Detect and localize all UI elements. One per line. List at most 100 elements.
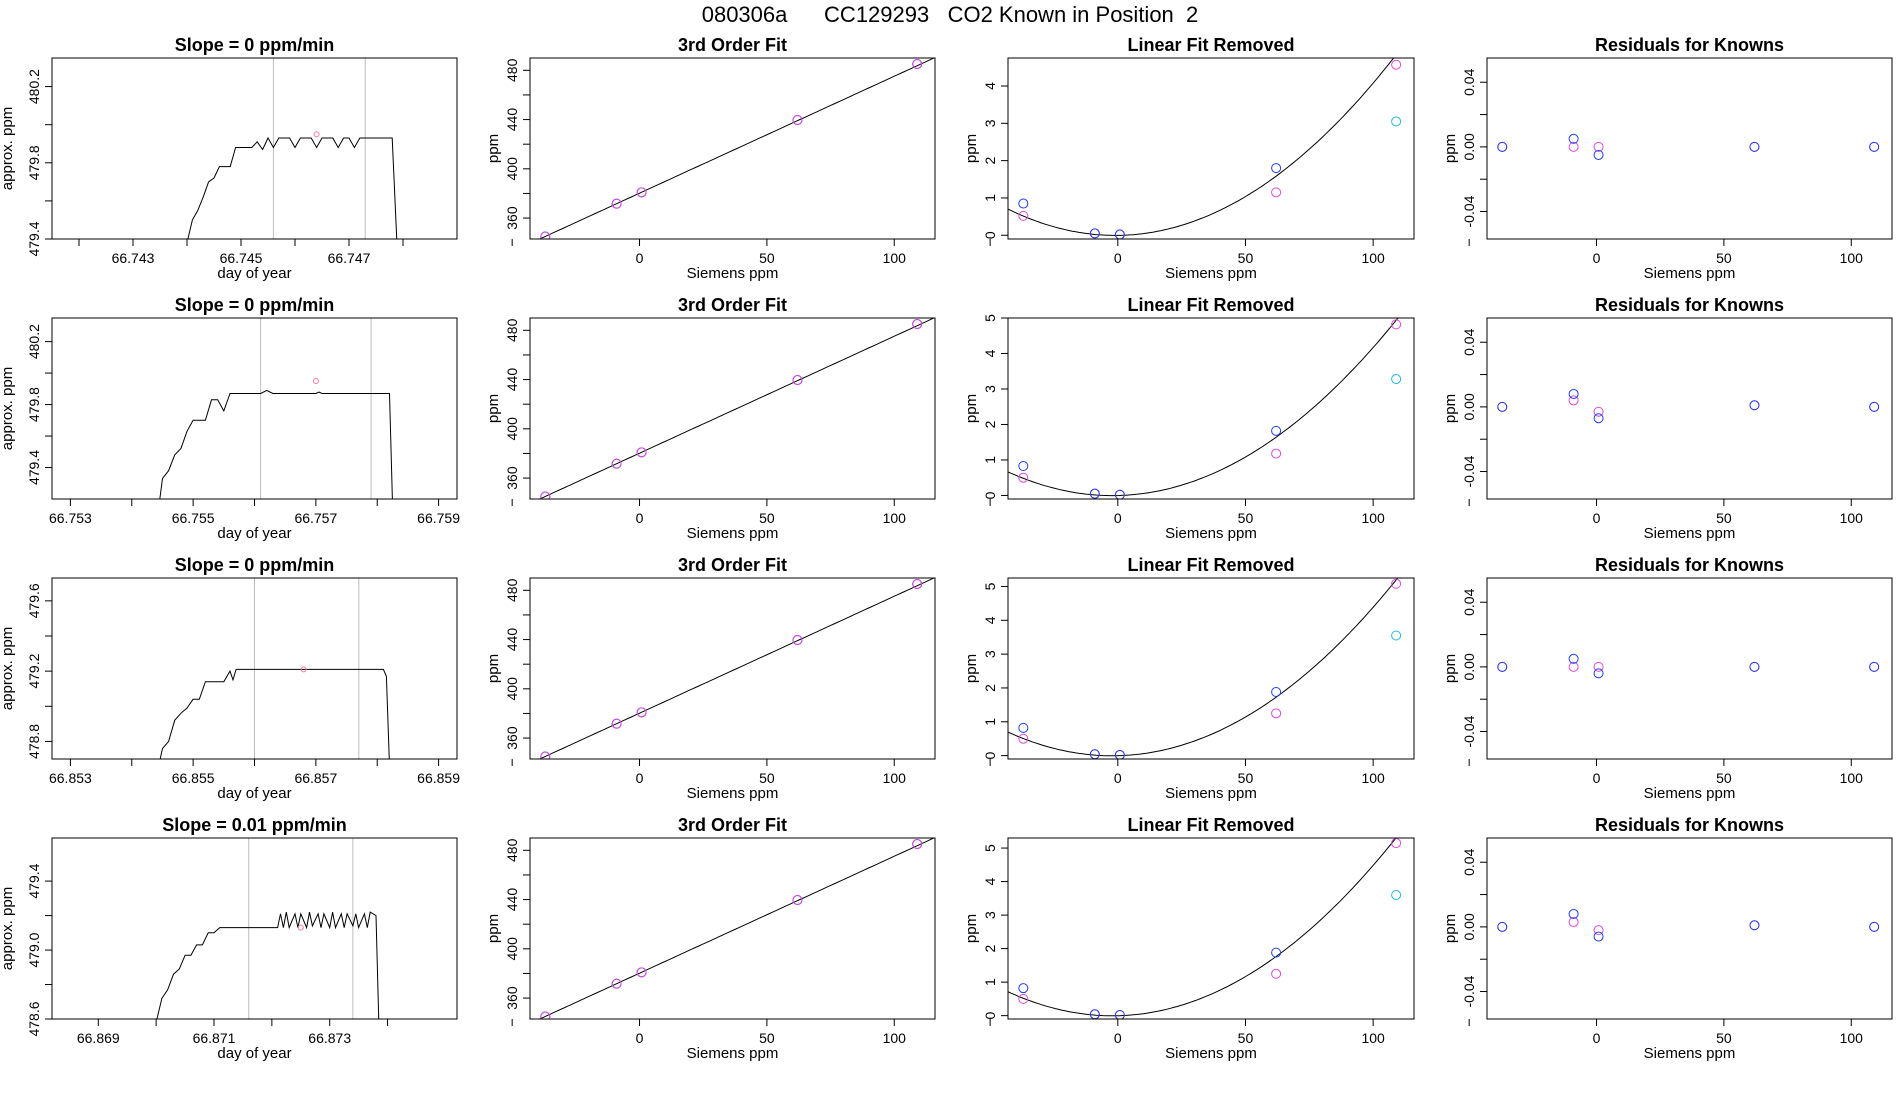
panel-title: 3rd Order Fit: [678, 555, 787, 575]
x-tick-label: 100: [883, 770, 907, 786]
panel-r1c0: Slope = 0 ppm/min 66.753 66.755 66.757 66.75…: [0, 295, 460, 542]
data-point-tank2: [636, 187, 647, 198]
y-tick-label: 360: [504, 206, 520, 230]
y-tick-label: 360: [504, 986, 520, 1010]
data-point-tank1: [1749, 141, 1760, 152]
y-axis-label: ppm: [963, 654, 980, 683]
y-tick-label: 440: [504, 108, 520, 132]
data-point-tank2: [912, 319, 923, 330]
data-point-tank2: [792, 375, 803, 386]
y-tick-label: 360: [504, 726, 520, 750]
x-tick-label: 100: [1361, 770, 1385, 786]
panel-r0c0: Slope = 0 ppm/min 66.743 66.745 66.747 479.4…: [0, 35, 458, 282]
plot-frame: [1486, 57, 1893, 240]
x-tick-label: 66.759: [417, 510, 460, 526]
plot-area: [1008, 58, 1402, 239]
fit-curve: [1008, 578, 1399, 757]
y-axis-label: ppm: [485, 134, 502, 163]
y-tick-label: 478.8: [26, 724, 42, 759]
data-point-tank2: [611, 978, 622, 989]
x-tick-label: 50: [1238, 510, 1254, 526]
x-axis-label: Siemens ppm: [1165, 1045, 1257, 1062]
panel-r1c1: 3rd Order Fit 0 50 100 360 400 440 480 Siemens p…: [485, 295, 936, 542]
y-axis-label: ppm: [1442, 654, 1459, 683]
plot-frame: [51, 837, 458, 1020]
data-point-tank2: [1018, 210, 1029, 221]
x-tick-label: 50: [759, 510, 775, 526]
y-tick-label: 3: [982, 650, 998, 658]
y-tick-label: 0: [982, 491, 998, 499]
panel-r0c2: Linear Fit Removed 0 50 100 0 1 2 3 4 Siemens ppm…: [963, 35, 1415, 282]
x-axis-label: Siemens ppm: [687, 525, 779, 542]
fit-curve: [1008, 58, 1395, 236]
panel-title: Linear Fit Removed: [1127, 815, 1294, 835]
data-point-highlight: [1391, 889, 1402, 900]
y-tick-label: 479.8: [26, 387, 42, 422]
y-axis-label: ppm: [1442, 914, 1459, 943]
figure-title: 080306a CC129293 CO2 Known in Position 2: [701, 2, 1199, 27]
y-tick-label: 0: [982, 752, 998, 760]
y-tick-label: 0.00: [1461, 133, 1477, 160]
panel-title: Linear Fit Removed: [1127, 555, 1294, 575]
data-point-tank1: [1749, 661, 1760, 672]
data-point-tank1: [1271, 425, 1282, 436]
y-tick-label: 400: [504, 157, 520, 181]
data-point-tank1: [1271, 687, 1282, 698]
fit-curve: [538, 838, 935, 1019]
x-tick-label: 66.871: [193, 1030, 236, 1046]
y-tick-label: 3: [982, 385, 998, 393]
y-axis-label: ppm: [963, 134, 980, 163]
data-point-tank2: [1568, 141, 1579, 152]
panel-title: Linear Fit Removed: [1127, 295, 1294, 315]
data-point-tank1: [1089, 488, 1100, 499]
y-axis-label: ppm: [1442, 134, 1459, 163]
plot-area: [159, 318, 393, 499]
y-axis-label: ppm: [963, 914, 980, 943]
plot-frame: [1486, 837, 1893, 1020]
y-tick-label: 480: [504, 58, 520, 82]
panel-r2c3: Residuals for Knowns 0 50 100 -0.04 0.00 0.04 S…: [1442, 555, 1893, 802]
data-point-tank1: [1497, 921, 1508, 932]
data-point-tank1: [1114, 229, 1125, 239]
data-point-tank2: [792, 115, 803, 126]
plot-frame: [1007, 837, 1415, 1020]
timeseries-line: [156, 911, 380, 1019]
data-point-tank1: [1568, 133, 1579, 144]
y-tick-label: 0.04: [1461, 848, 1477, 875]
y-tick-label: -0.04: [1461, 975, 1477, 1007]
x-axis-label: Siemens ppm: [687, 265, 779, 282]
y-tick-label: 2: [982, 420, 998, 428]
plot-frame: [1007, 577, 1415, 760]
plot-frame: [51, 317, 458, 500]
x-tick-label: 0: [1114, 770, 1122, 786]
y-axis-label: ppm: [963, 394, 980, 423]
data-point-tank2: [1593, 141, 1604, 152]
y-tick-label: 4: [982, 877, 998, 885]
y-tick-label: 479.6: [26, 583, 42, 618]
data-point-tank1: [1593, 149, 1604, 160]
y-tick-label: 0.04: [1461, 68, 1477, 95]
panel-r0c3: Residuals for Knowns 0 50 100 -0.04 0.00 0.04 S…: [1442, 35, 1893, 282]
x-tick-label: 100: [883, 250, 907, 266]
x-tick-label: 50: [1716, 510, 1732, 526]
data-point-tank1: [1497, 661, 1508, 672]
y-tick-label: 1: [982, 718, 998, 726]
data-point-tank1: [1018, 722, 1029, 733]
panel-title: Slope = 0.01 ppm/min: [162, 815, 347, 835]
panel-title: Residuals for Knowns: [1595, 555, 1784, 575]
data-point-tank1: [1271, 163, 1282, 174]
data-point-tank1: [1089, 749, 1100, 759]
data-point-tank2: [912, 579, 923, 590]
panel-title: 3rd Order Fit: [678, 295, 787, 315]
panel-r1c2: Linear Fit Removed 0 50 100 0 1 2 3 4 5 Siemens pp…: [963, 295, 1415, 542]
x-tick-label: 100: [1840, 250, 1864, 266]
fit-curve: [538, 318, 935, 499]
panel-title: Residuals for Knowns: [1595, 295, 1784, 315]
y-tick-label: 479.4: [26, 863, 42, 898]
x-tick-label: 50: [759, 1030, 775, 1046]
data-point-tank2: [1018, 733, 1029, 744]
y-axis-label: ppm: [485, 654, 502, 683]
x-tick-label: 66.745: [220, 250, 263, 266]
data-point-highlight: [1391, 374, 1402, 385]
